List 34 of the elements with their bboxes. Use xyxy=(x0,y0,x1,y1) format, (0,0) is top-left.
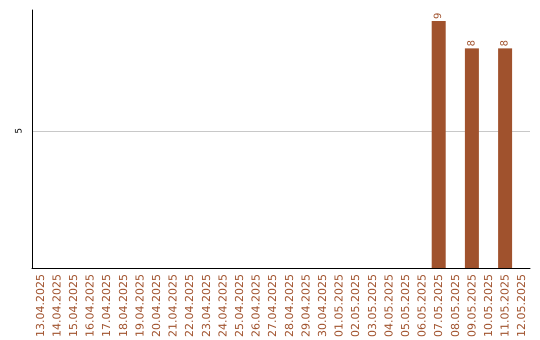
x-tick-label: 20.04.2025 xyxy=(150,274,163,338)
x-tick-label: 05.05.2025 xyxy=(399,274,412,338)
x-tick-label: 13.04.2025 xyxy=(34,274,47,338)
x-tick-label: 07.05.2025 xyxy=(432,274,446,338)
x-tick-label: 30.04.2025 xyxy=(316,274,329,338)
x-tick-label: 02.05.2025 xyxy=(349,274,362,338)
x-tick-label: 01.05.2025 xyxy=(332,274,346,338)
x-tick-label: 14.04.2025 xyxy=(50,274,64,338)
data-label: 9 xyxy=(433,12,444,19)
x-tick-label: 03.05.2025 xyxy=(366,274,379,338)
x-tick-label: 06.05.2025 xyxy=(416,274,429,338)
x-tick-label: 29.04.2025 xyxy=(299,274,312,338)
x-tick-label: 18.04.2025 xyxy=(116,274,130,338)
x-tick-label: 16.04.2025 xyxy=(84,274,97,338)
x-tick-label: 08.05.2025 xyxy=(448,274,462,338)
x-tick-label: 12.05.2025 xyxy=(515,274,528,338)
x-tick-label: 09.05.2025 xyxy=(465,274,478,338)
data-label: 8 xyxy=(500,40,511,46)
x-tick-label: 26.04.2025 xyxy=(250,274,263,338)
x-tick-label: 10.05.2025 xyxy=(482,274,495,338)
x-tick-label: 15.04.2025 xyxy=(67,274,80,338)
x-tick-label: 04.05.2025 xyxy=(382,274,396,338)
x-tick-label: 28.04.2025 xyxy=(282,274,296,338)
x-tick-label: 17.04.2025 xyxy=(100,274,114,338)
x-tick-label: 24.04.2025 xyxy=(216,274,230,338)
x-tick-label: 22.04.2025 xyxy=(183,274,196,338)
x-tick-label: 23.04.2025 xyxy=(200,274,213,338)
x-tick-label: 19.04.2025 xyxy=(133,274,146,338)
x-tick-label: 25.04.2025 xyxy=(233,274,246,338)
x-tick-label: 21.04.2025 xyxy=(166,274,180,338)
x-tick-label: 11.05.2025 xyxy=(498,274,512,338)
y-tick-label: 5 xyxy=(14,128,24,134)
data-label: 8 xyxy=(466,40,478,46)
x-tick-label: 27.04.2025 xyxy=(266,274,280,338)
